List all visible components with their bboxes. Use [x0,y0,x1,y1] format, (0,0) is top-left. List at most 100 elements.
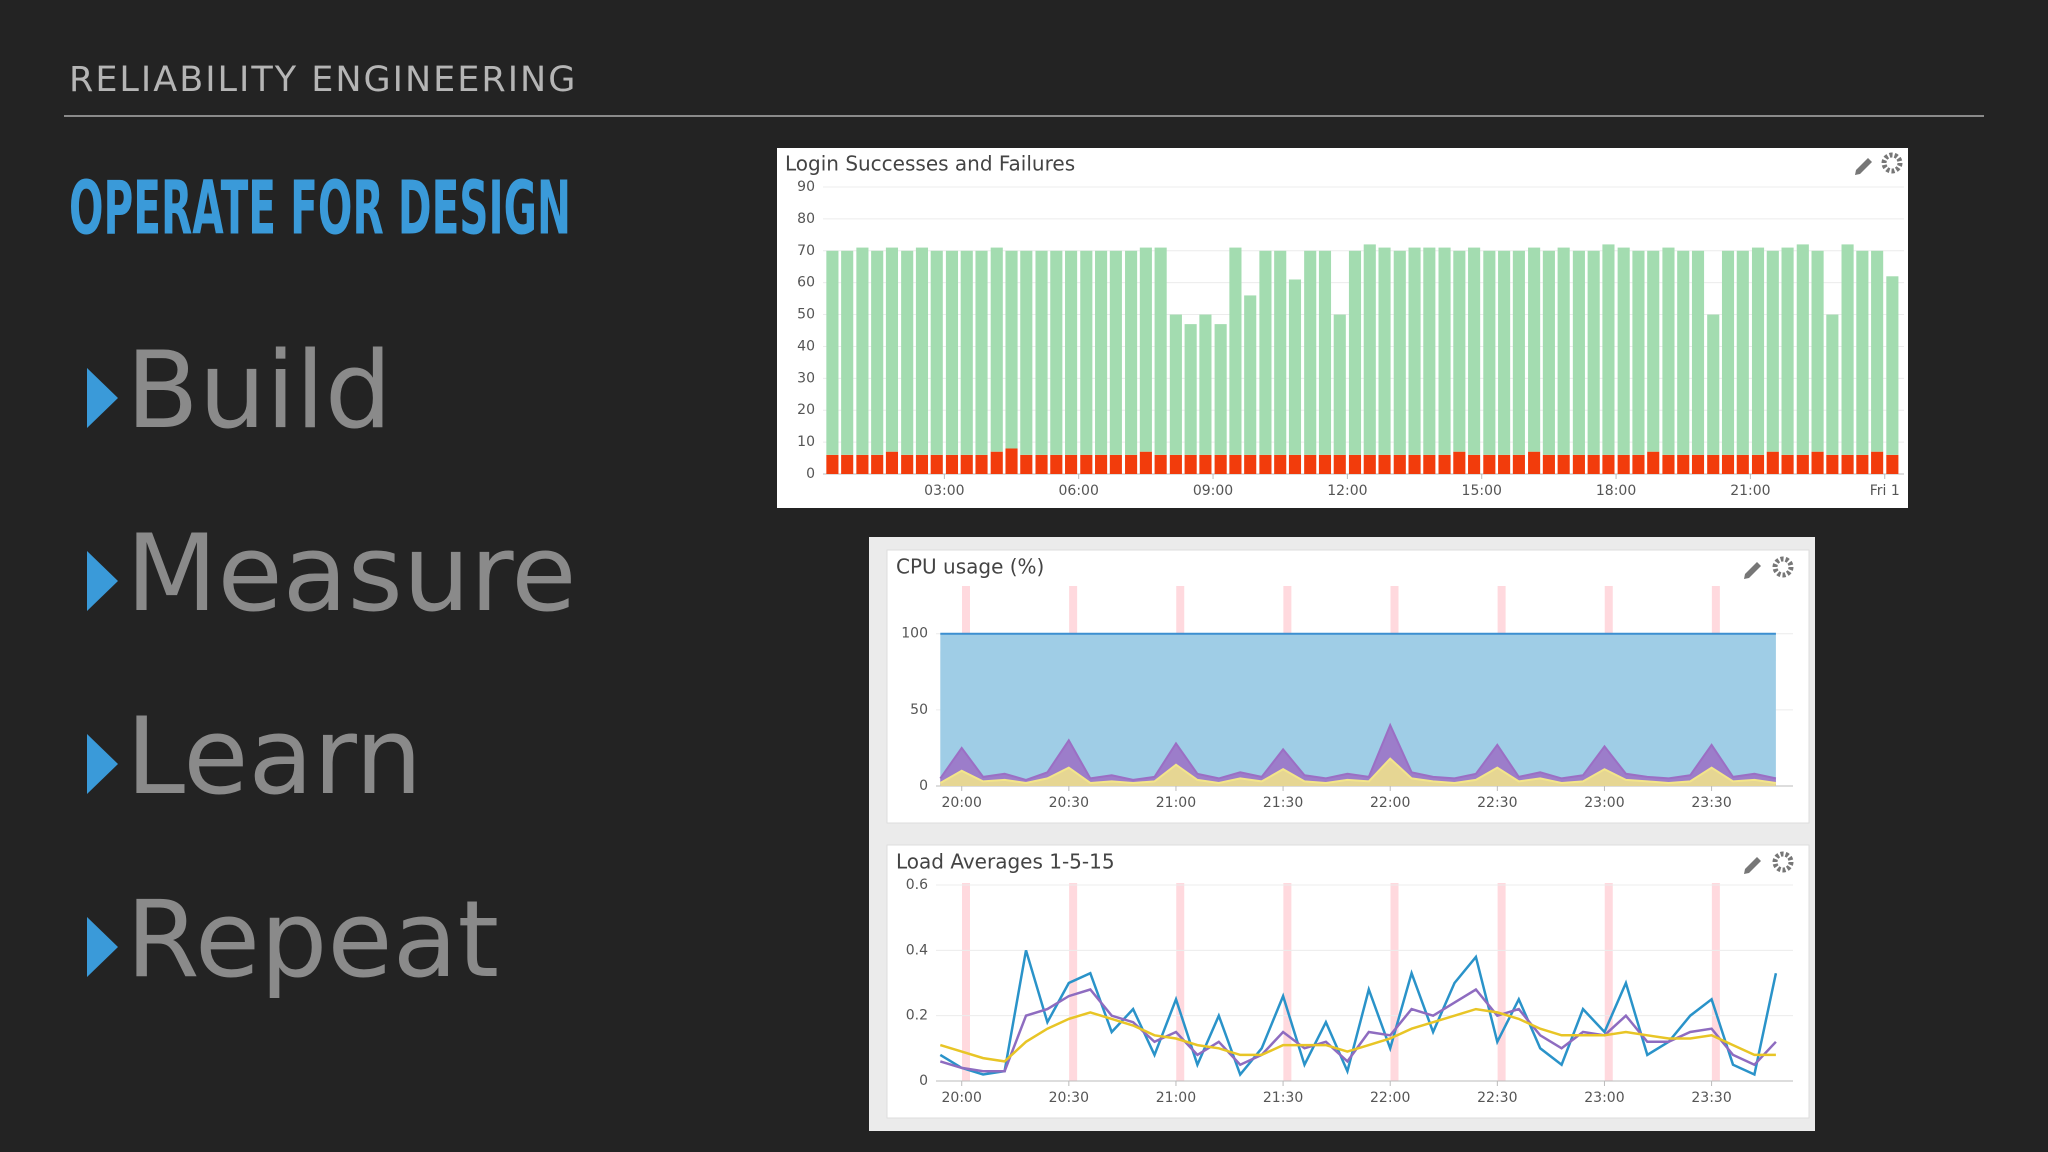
bullet-list: Build Measure Learn Repeat [87,329,577,1001]
bar-segment [1766,250,1779,452]
event-band [1497,883,1506,1081]
x-tick-label: 21:00 [1156,1090,1196,1106]
bar-segment [1259,250,1272,455]
bar-segment [1572,454,1585,474]
line [939,987,1777,1073]
bar-segment [871,250,884,455]
bar-segment [1647,451,1660,474]
bar-segment [1080,250,1093,455]
bar-segment [1065,250,1078,455]
bar-segment [1363,454,1376,474]
x-tick-label: 15:00 [1462,483,1502,499]
y-tick-label: 80 [797,211,815,227]
bar-segment [1662,247,1675,455]
bar-segment [1528,247,1541,452]
bar-segment [1691,250,1705,455]
y-tick-label: 30 [797,370,815,386]
bar-segment [1602,454,1615,474]
y-tick-label: 100 [901,626,928,642]
y-tick-label: 20 [797,402,815,418]
bar-segment [1214,454,1227,474]
bar-segment [960,454,973,474]
bar-segment [1483,454,1496,474]
bar-segment [1707,454,1720,474]
bar-segment [1169,454,1182,474]
event-band [1176,883,1185,1081]
bar-segment [1169,314,1182,455]
x-tick-label: 22:00 [1370,1090,1410,1106]
bar-segment [960,250,973,455]
bar-segment [1677,250,1690,455]
bar-segment [1214,324,1227,455]
bar-segment [1154,247,1167,455]
bar-segment [990,247,1003,452]
bar-segment [1617,454,1630,474]
bar-segment [945,454,959,474]
x-tick-label: 20:00 [942,1090,982,1106]
bar-segment [1125,250,1138,455]
bar-segment [1184,454,1197,474]
bar-segment [1796,244,1809,455]
y-tick-label: 40 [797,338,815,354]
chart-title: Login Successes and Failures [785,152,1075,176]
chart-title: Load Averages 1-5-15 [896,850,1115,874]
bar-segment [1423,454,1436,474]
line [939,757,1777,785]
bar-segment [1856,454,1869,474]
settings-icon [1772,851,1794,873]
bar-segment [1065,454,1078,474]
line [939,1007,1776,1063]
bar-segment [1080,454,1093,474]
bar-segment [1498,454,1511,474]
bar-segment [841,250,854,455]
bar-segment [1109,454,1122,474]
x-tick-label: 23:30 [1691,1090,1731,1106]
bullet-marker [87,551,118,611]
x-tick-label: 20:30 [1049,795,1089,811]
slide-title: OPERATE FOR DESIGN [69,166,571,252]
bullet-marker [87,917,118,977]
bar-segment [1826,454,1839,474]
settings-icon [1772,556,1794,578]
bar-segment [1811,250,1824,452]
bar-segment [1199,314,1212,455]
line [939,949,1778,1077]
bar-segment [1408,454,1421,474]
bar-segment [1453,451,1466,474]
bar-segment [1139,247,1152,452]
panel-load [886,844,1810,1119]
bar-segment [1647,250,1660,452]
area [940,633,1776,786]
bar-segment [1512,250,1525,455]
bar-segment [856,454,869,474]
edit-icon [1744,562,1761,579]
bar-segment [1736,250,1749,455]
bar-segment [1288,454,1302,474]
bar-segment [1050,250,1063,455]
bar-segment [930,454,943,474]
bullet-text: Repeat [126,878,499,1001]
bar-segment [1841,244,1854,455]
bar-segment [945,250,959,455]
bar-segment [1438,454,1451,474]
bar-segment [1378,454,1391,474]
bar-segment [1020,454,1033,474]
x-tick-label: 22:30 [1477,795,1517,811]
bar-segment [1587,250,1600,455]
bar-segment [1288,279,1302,455]
bar-segment [1184,324,1197,455]
bar-segment [1617,247,1630,455]
x-tick-label: 21:30 [1263,1090,1303,1106]
bar-segment [1318,454,1332,474]
bar-segment [1557,454,1570,474]
bar-segment [1453,250,1466,452]
bar-segment [885,451,899,474]
x-tick-label: 12:00 [1327,483,1367,499]
bar-segment [975,454,988,474]
y-tick-label: 0.6 [906,877,928,893]
bar-segment [1886,276,1899,455]
event-band [1283,883,1292,1081]
bar-segment [826,454,839,474]
bar-segment [901,250,914,455]
